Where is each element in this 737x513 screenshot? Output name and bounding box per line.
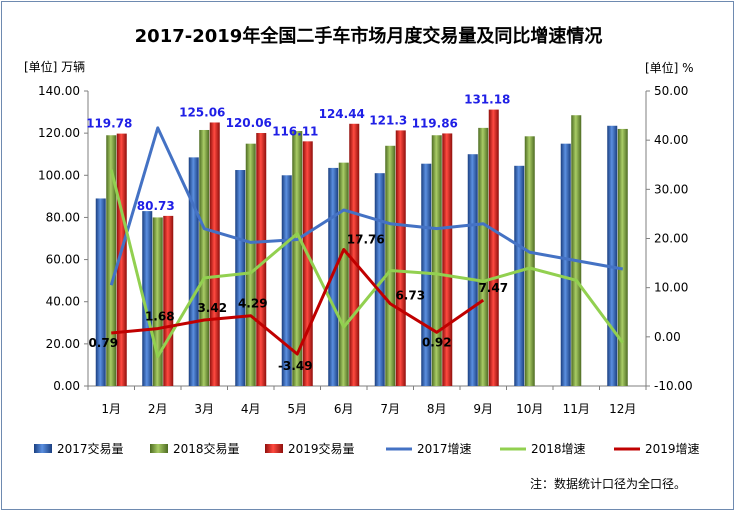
y2-tick-label: 0.00 <box>654 330 681 344</box>
bar-2017交易量 <box>328 167 339 386</box>
y-tick-label: 0.00 <box>53 379 80 393</box>
bar-2018交易量 <box>106 135 117 386</box>
x-tick-label: 6月 <box>334 402 354 416</box>
x-tick-label: 3月 <box>194 402 214 416</box>
line-data-label: 3.42 <box>197 301 227 315</box>
bar-2017交易量 <box>95 198 106 386</box>
y2-tick-label: -10.00 <box>654 379 693 393</box>
y-tick-label: 100.00 <box>38 168 80 182</box>
bar-2017交易量 <box>607 125 618 387</box>
bar-data-label: 116.11 <box>272 124 318 138</box>
bar-2018交易量 <box>292 131 303 386</box>
legend-swatch <box>265 444 283 453</box>
bar-data-label: 120.06 <box>226 116 272 130</box>
bar-2019交易量 <box>488 109 499 387</box>
legend-label: 2017增速 <box>417 442 472 456</box>
bar-2019交易量 <box>442 133 453 386</box>
bar-data-label: 121.3 <box>369 113 407 127</box>
y-tick-label: 80.00 <box>46 210 80 224</box>
bar-2019交易量 <box>116 133 127 386</box>
legend-label: 2017交易量 <box>57 441 124 456</box>
y2-tick-label: 30.00 <box>654 182 688 196</box>
legend-label: 2019增速 <box>645 442 700 456</box>
right-axis-unit: [单位] % <box>645 61 694 75</box>
legend-label: 2018增速 <box>531 442 586 456</box>
x-tick-label: 8月 <box>427 402 447 416</box>
line-data-label: 17.76 <box>347 233 385 247</box>
bar-data-label: 119.86 <box>412 116 458 130</box>
bar-2018交易量 <box>478 127 489 386</box>
bar-2018交易量 <box>431 135 442 386</box>
bar-2018交易量 <box>385 145 396 386</box>
legend-swatch <box>34 444 52 453</box>
left-axis-unit: [单位] 万辆 <box>24 60 86 74</box>
x-tick-label: 2月 <box>148 402 168 416</box>
bar-2019交易量 <box>302 141 313 386</box>
line-data-label: -3.49 <box>278 359 313 373</box>
bar-2018交易量 <box>245 143 256 386</box>
bar-data-label: 131.18 <box>464 93 510 107</box>
bar-2017交易量 <box>374 173 385 386</box>
bar-2019交易量 <box>256 133 267 386</box>
bar-2017交易量 <box>281 175 292 386</box>
bar-2017交易量 <box>514 165 525 386</box>
bar-2017交易量 <box>421 163 432 386</box>
y-tick-label: 140.00 <box>38 84 80 98</box>
bar-2019交易量 <box>349 123 360 386</box>
line-2018增速 <box>109 169 624 358</box>
x-tick-label: 4月 <box>241 402 261 416</box>
bar-2018交易量 <box>199 129 210 386</box>
line-data-label: 0.92 <box>422 335 452 349</box>
x-tick-label: 11月 <box>563 402 590 416</box>
y-tick-label: 20.00 <box>46 337 80 351</box>
bar-2017交易量 <box>188 157 199 386</box>
legend-label: 2018交易量 <box>173 441 240 456</box>
legend-swatch <box>150 444 168 453</box>
bar-2017交易量 <box>560 143 571 386</box>
footnote: 注：数据统计口径为全口径。 <box>530 477 687 491</box>
line-data-label: 4.29 <box>238 297 268 311</box>
line-data-label: 1.68 <box>145 310 175 324</box>
bar-2017交易量 <box>467 154 478 386</box>
line-data-label: 7.47 <box>478 281 508 295</box>
chart-title: 2017-2019年全国二手车市场月度交易量及同比增速情况 <box>134 26 603 47</box>
bar-2018交易量 <box>617 128 628 386</box>
bar-2018交易量 <box>338 162 349 386</box>
y-tick-label: 40.00 <box>46 295 80 309</box>
x-tick-label: 1月 <box>101 402 121 416</box>
bar-data-label: 124.44 <box>319 107 365 121</box>
bar-2017交易量 <box>142 211 153 386</box>
y-tick-label: 60.00 <box>46 253 80 267</box>
x-tick-label: 7月 <box>380 402 400 416</box>
line-2019增速 <box>111 248 485 356</box>
bar-2018交易量 <box>524 136 535 386</box>
bar-2019交易量 <box>163 215 174 386</box>
x-tick-label: 12月 <box>609 402 636 416</box>
bar-2019交易量 <box>395 130 406 386</box>
y2-tick-label: 20.00 <box>654 232 688 246</box>
x-tick-label: 9月 <box>473 402 493 416</box>
line-data-label: 0.79 <box>88 336 118 350</box>
bar-2019交易量 <box>209 122 220 386</box>
bar-data-label: 125.06 <box>179 105 225 119</box>
y2-tick-label: 40.00 <box>654 133 688 147</box>
x-tick-label: 10月 <box>516 402 543 416</box>
line-2017增速 <box>109 126 624 286</box>
y2-tick-label: 10.00 <box>654 281 688 295</box>
bar-2017交易量 <box>235 170 246 386</box>
x-tick-label: 5月 <box>287 402 307 416</box>
legend-label: 2019交易量 <box>288 441 355 456</box>
bar-2018交易量 <box>571 115 582 386</box>
y2-tick-label: 50.00 <box>654 84 688 98</box>
bar-data-label: 80.73 <box>137 199 175 213</box>
bar-2018交易量 <box>152 217 163 386</box>
y-tick-label: 120.00 <box>38 126 80 140</box>
line-data-label: 6.73 <box>395 289 425 303</box>
bar-data-label: 119.78 <box>86 117 132 131</box>
